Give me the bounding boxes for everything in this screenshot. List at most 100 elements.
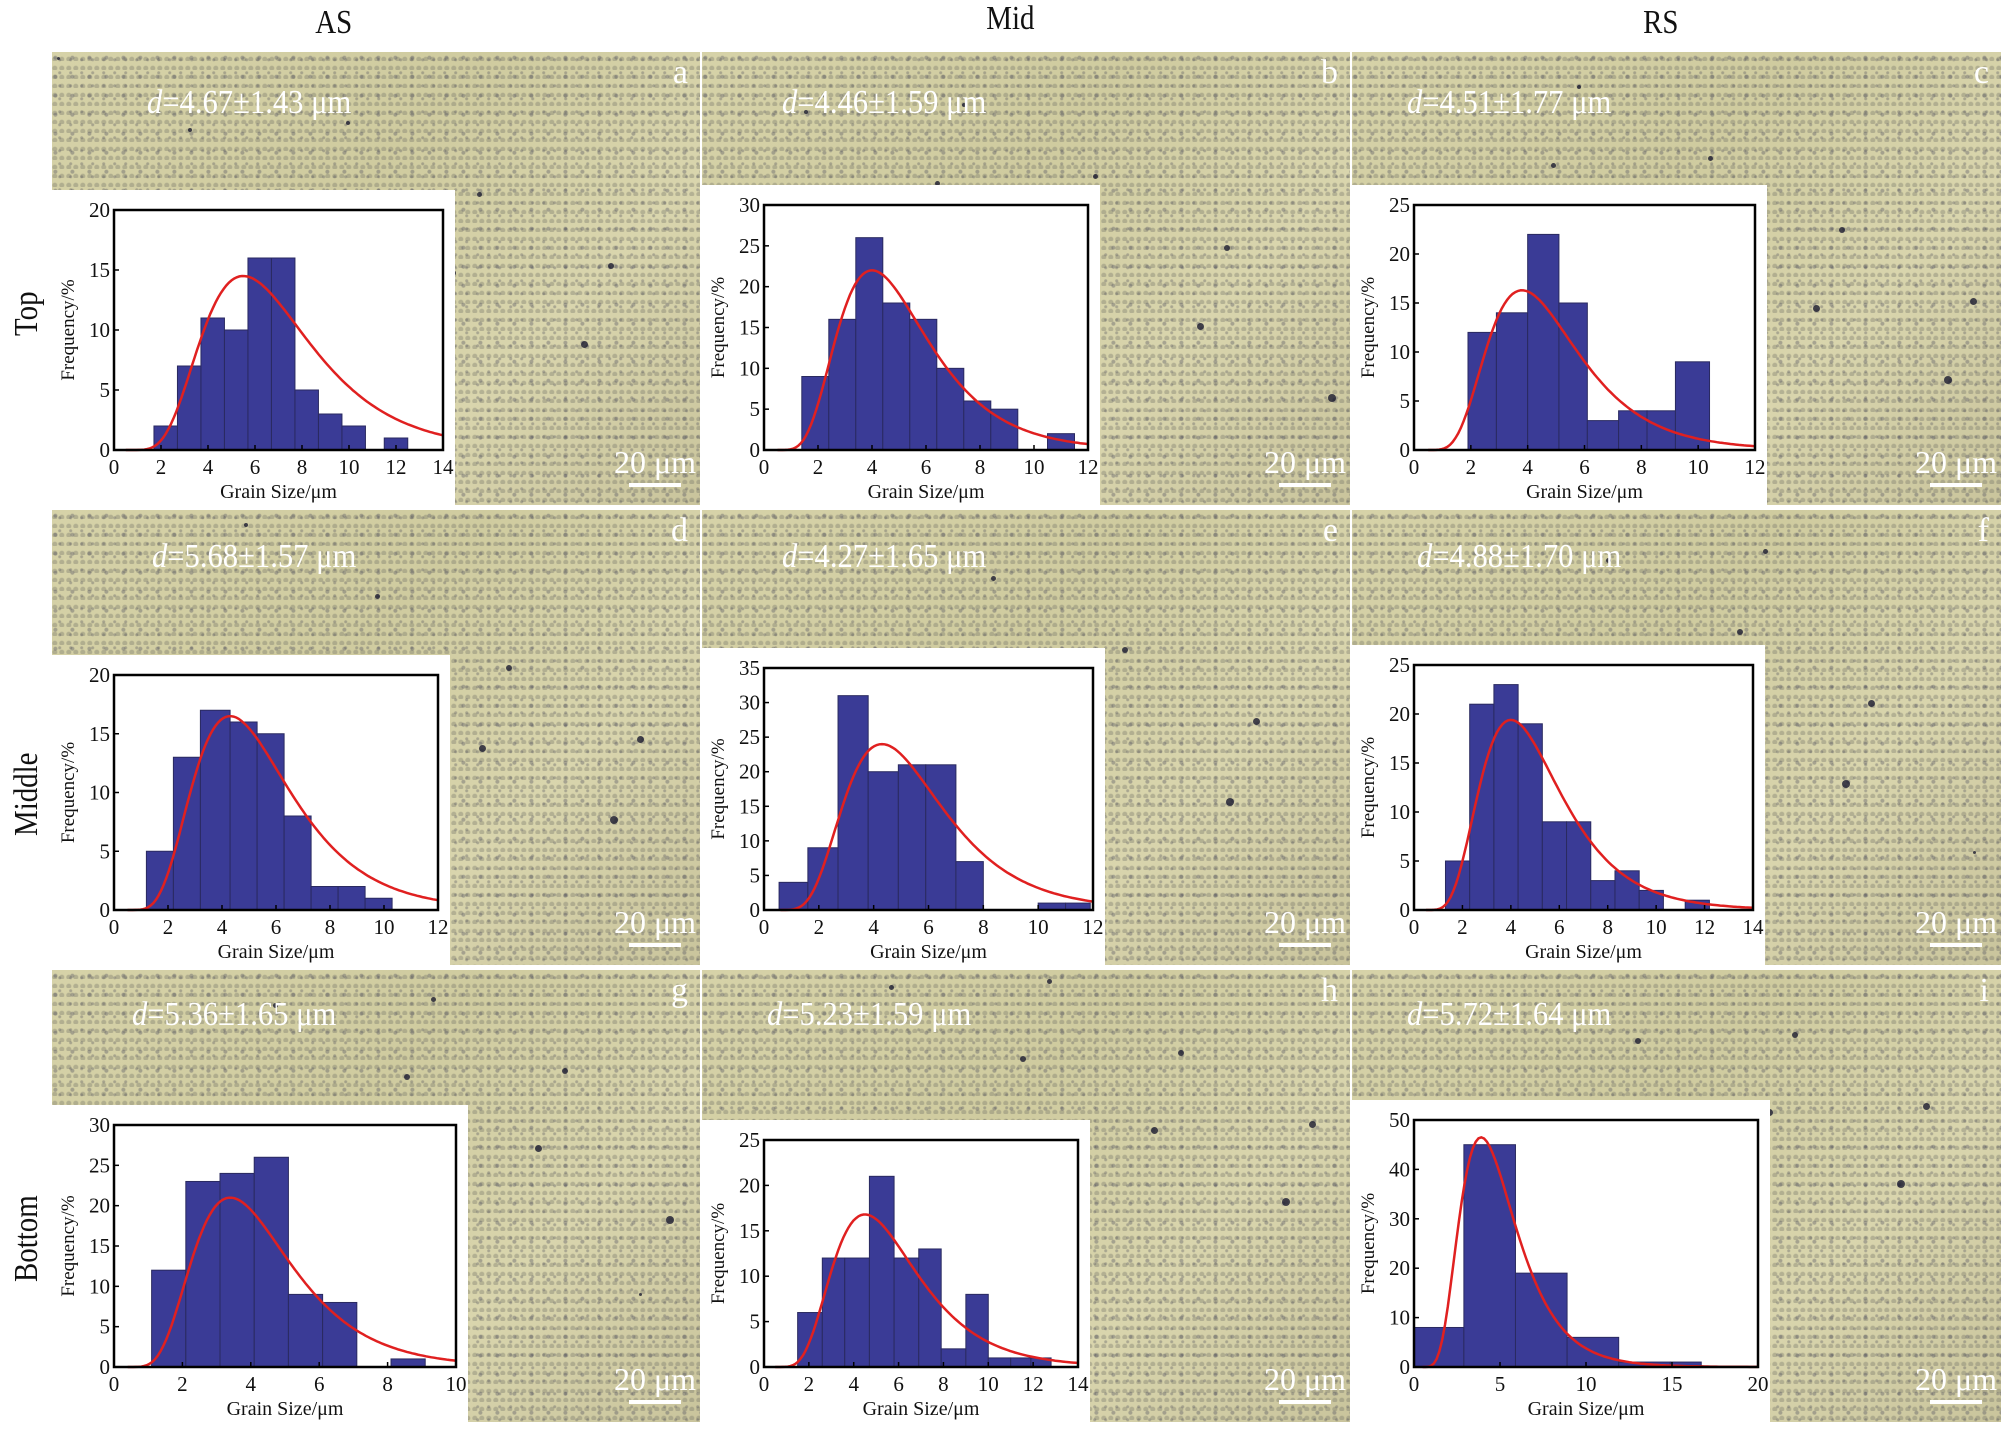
x-tick-label: 0 (759, 1372, 770, 1396)
particle (431, 997, 436, 1002)
x-tick-label: 4 (868, 915, 879, 939)
x-tick-label: 2 (163, 915, 174, 939)
x-tick-label: 4 (203, 455, 214, 479)
y-axis-label: Frequency/% (58, 279, 79, 380)
x-tick-label: 0 (109, 455, 120, 479)
histogram-bar (1541, 821, 1568, 911)
x-axis-label: Grain Size/μm (863, 1398, 980, 1420)
x-axis-label: Grain Size/μm (868, 481, 985, 503)
panel-letter: d (671, 512, 688, 549)
x-tick-label: 6 (921, 455, 932, 479)
d-symbol: d (1407, 996, 1423, 1033)
particle (244, 523, 248, 527)
y-axis-label: Frequency/% (1358, 1193, 1379, 1294)
d-value: =5.36±1.65 μm (147, 996, 337, 1033)
plot-frame (1412, 663, 1755, 912)
x-tick-label: 6 (893, 1372, 904, 1396)
histogram-bar (821, 1257, 846, 1368)
scale-bar-label: 20 μm (1914, 904, 1997, 940)
x-tick-label: 6 (1579, 455, 1590, 479)
y-tick-label: 15 (739, 316, 760, 340)
scale-bar-label: 20 μm (613, 904, 696, 940)
y-tick-label: 0 (100, 898, 111, 922)
particle (535, 1145, 542, 1152)
y-tick-label: 15 (739, 794, 760, 818)
x-tick-label: 8 (1636, 455, 1647, 479)
x-tick-label: 14 (433, 455, 455, 479)
y-tick-label: 5 (100, 839, 111, 863)
particle (889, 985, 894, 990)
particle (1253, 718, 1260, 725)
scale-bar: 20 μm (1915, 444, 1997, 487)
particle (610, 816, 618, 824)
x-tick-label: 4 (867, 455, 878, 479)
x-tick-label: 4 (1506, 915, 1517, 939)
histogram-bar (283, 815, 312, 911)
x-tick-label: 0 (759, 455, 770, 479)
x-tick-label: 0 (109, 1372, 120, 1396)
y-tick-label: 10 (89, 1274, 110, 1298)
scale-bar-line (628, 483, 681, 487)
scale-bar-line (1278, 1400, 1331, 1404)
particle (57, 57, 60, 60)
y-axis-label: Frequency/% (1358, 277, 1379, 378)
histogram-bar (1469, 703, 1495, 911)
x-tick-label: 12 (428, 915, 449, 939)
row-label-top: Top (8, 291, 45, 336)
y-tick-label: 15 (89, 258, 110, 282)
particle (1923, 1103, 1930, 1110)
scale-bar: 20 μm (1915, 904, 1997, 947)
d-value: =5.68±1.57 μm (167, 538, 357, 575)
scale-bar: 20 μm (1915, 1361, 1997, 1404)
mean-grain-size-label: d=4.27±1.65 μm (782, 538, 986, 576)
histogram-bar (176, 365, 202, 451)
x-tick-label: 14 (1068, 1372, 1090, 1396)
y-axis-label: Frequency/% (708, 738, 729, 839)
histogram-bar (1586, 420, 1620, 451)
histogram-chart: 0 2 4 6 8 10 12 14 0 5 10 15 20 25 Grain Size/μm Freque… (1358, 653, 1764, 963)
histogram-bar (893, 1257, 920, 1368)
panel-letter: c (1973, 54, 1989, 91)
y-tick-label: 30 (1389, 1207, 1410, 1231)
column-header-as: AS (315, 4, 353, 41)
particle (639, 1293, 642, 1296)
x-tick-label: 0 (1409, 455, 1420, 479)
histogram-bar (925, 764, 957, 911)
y-tick-label: 10 (1389, 340, 1410, 364)
x-tick-label: 2 (177, 1372, 188, 1396)
histogram-bar (256, 733, 285, 911)
fit-curve (777, 269, 1089, 452)
y-axis-label: Frequency/% (1358, 737, 1379, 838)
y-tick-label: 40 (1389, 1157, 1410, 1181)
y-tick-label: 0 (1400, 1355, 1411, 1379)
particle (804, 110, 808, 114)
x-tick-label: 6 (314, 1372, 325, 1396)
histogram-chart: 0 2 4 6 8 10 12 0 5 10 15 20 25 30 35 Grain Size/μm Freq… (708, 656, 1104, 963)
histogram-chart: 0 5 10 15 20 0 10 20 30 40 50 Grain Size/μm Frequenc… (1358, 1108, 1769, 1420)
d-value: =5.23±1.59 μm (782, 996, 972, 1033)
scale-bar-label: 20 μm (1914, 1361, 1997, 1397)
y-tick-label: 0 (750, 438, 761, 462)
d-value: =4.51±1.77 μm (1422, 84, 1612, 121)
histogram-bar (897, 764, 927, 911)
particle (1151, 1127, 1158, 1134)
y-tick-label: 0 (100, 1355, 111, 1379)
scale-bar-line (1929, 483, 1982, 487)
y-tick-label: 0 (100, 438, 111, 462)
x-tick-label: 6 (250, 455, 261, 479)
y-tick-label: 20 (89, 663, 110, 687)
x-tick-label: 2 (813, 455, 824, 479)
panel-letter: h (1321, 972, 1338, 1009)
x-tick-label: 8 (1602, 915, 1613, 939)
histogram-bar (151, 1269, 187, 1368)
d-value: =5.72±1.64 μm (1422, 996, 1612, 1033)
histogram-bar (1467, 331, 1497, 451)
particle (1226, 798, 1234, 806)
x-tick-label: 5 (1495, 1372, 1506, 1396)
scale-bar-label: 20 μm (613, 444, 696, 480)
particle (1813, 305, 1820, 312)
x-axis-label: Grain Size/μm (1525, 941, 1642, 963)
particle (935, 181, 940, 186)
histogram-bar (987, 1357, 1012, 1368)
particle (346, 121, 350, 125)
